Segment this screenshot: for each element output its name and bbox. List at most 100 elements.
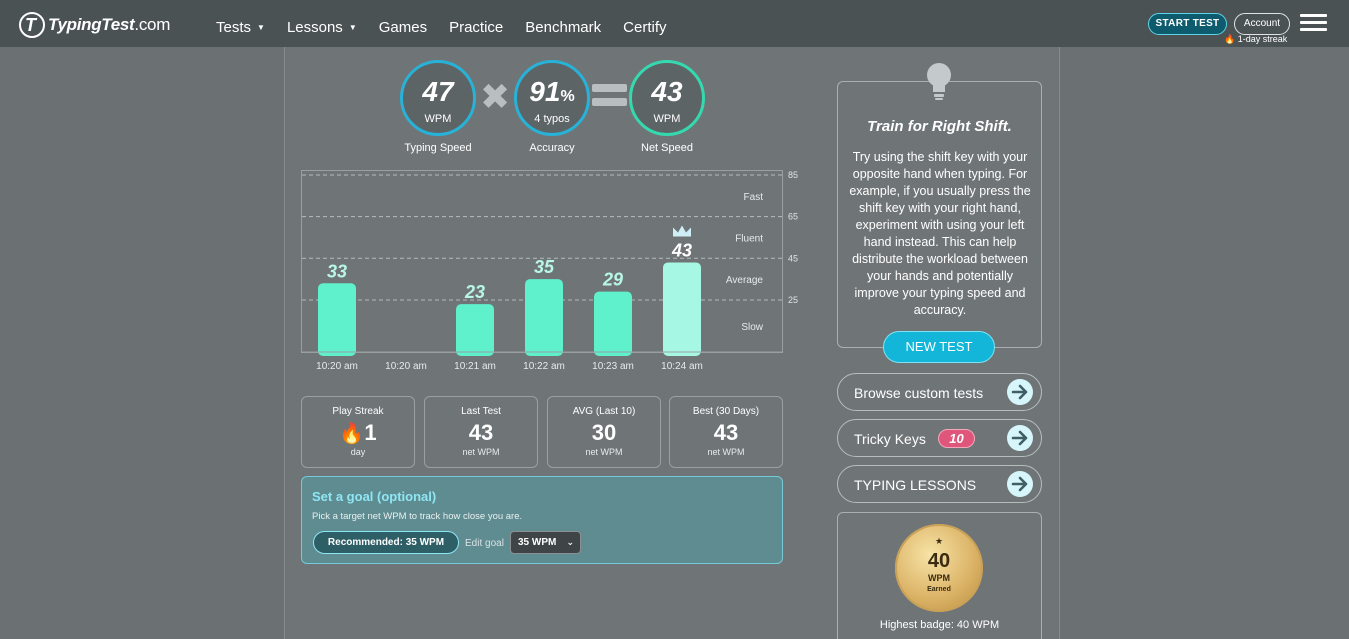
goal-box: Set a goal (optional) Pick a target net … bbox=[301, 476, 783, 564]
card-subtitle: net WPM bbox=[585, 447, 623, 457]
crown-icon bbox=[673, 225, 691, 237]
card-value: 43 bbox=[713, 420, 739, 445]
y-tick-label: 25 bbox=[788, 295, 798, 305]
card-title: AVG (Last 10) bbox=[572, 406, 636, 417]
button-label: Browse custom tests bbox=[854, 385, 984, 401]
accuracy-percent: % bbox=[560, 88, 575, 105]
tip-text: Try using the shift key with your opposi… bbox=[849, 150, 1031, 317]
top-nav-bar: T TypingTest.com Tests ▼ Lessons ▼ Games P… bbox=[0, 0, 1349, 47]
main-nav: Tests ▼ Lessons ▼ Games Practice Benchmark… bbox=[216, 19, 689, 36]
nav-certify[interactable]: Certify bbox=[623, 19, 667, 36]
card-subtitle: net WPM bbox=[462, 447, 500, 457]
typing-speed-value: 47 bbox=[422, 76, 454, 107]
badge-earned: Earned bbox=[927, 586, 951, 593]
chart-bar bbox=[318, 283, 356, 356]
nav-practice[interactable]: Practice bbox=[449, 19, 504, 36]
chart-bar bbox=[456, 304, 494, 356]
x-tick-label: 10:23 am bbox=[592, 361, 634, 372]
accuracy-circle: 91% 4 typos bbox=[514, 60, 590, 136]
bar-data-label: 29 bbox=[602, 270, 623, 290]
accuracy-label: Accuracy bbox=[529, 142, 575, 154]
card-value: 1 bbox=[364, 420, 377, 445]
typing-lessons-button[interactable]: TYPING LESSONS bbox=[837, 465, 1042, 503]
chart-bar bbox=[525, 279, 563, 356]
bar-data-label: 33 bbox=[327, 261, 347, 281]
x-tick-label: 10:24 am bbox=[661, 361, 703, 372]
star-icon: ★ bbox=[934, 536, 944, 546]
card-title: Last Test bbox=[461, 406, 501, 417]
accuracy-value: 91 bbox=[529, 76, 561, 107]
caret-down-icon: ▼ bbox=[257, 23, 265, 32]
logo-icon: T bbox=[19, 12, 45, 38]
badge-value: 40 bbox=[927, 550, 951, 572]
zone-label: Fluent bbox=[735, 233, 763, 244]
badge-unit: WPM bbox=[928, 573, 950, 583]
account-button[interactable]: Account bbox=[1234, 13, 1290, 35]
goal-select[interactable]: 35 WPM ⌄ bbox=[510, 531, 581, 554]
nav-benchmark[interactable]: Benchmark bbox=[525, 19, 602, 36]
card-value: 43 bbox=[468, 420, 494, 445]
zone-label: Average bbox=[726, 275, 764, 286]
button-label: TYPING LESSONS bbox=[854, 477, 977, 493]
site-logo[interactable]: T TypingTest.com bbox=[19, 12, 170, 38]
nav-lessons[interactable]: Lessons ▼ bbox=[286, 19, 357, 36]
badge-box bbox=[837, 512, 1042, 639]
button-label: Tricky Keys bbox=[854, 431, 926, 447]
tip-title: Train for Right Shift. bbox=[867, 118, 1012, 135]
arrow-right-icon bbox=[1007, 379, 1033, 405]
net-speed-label: Net Speed bbox=[641, 142, 693, 154]
logo-text: TypingTest bbox=[48, 15, 135, 34]
y-tick-label: 85 bbox=[788, 170, 798, 180]
recommended-goal-button[interactable]: Recommended: 35 WPM bbox=[313, 531, 459, 554]
bar-data-label: 35 bbox=[534, 257, 555, 277]
y-tick-label: 45 bbox=[788, 253, 798, 263]
goal-title: Set a goal (optional) bbox=[312, 489, 437, 504]
typing-speed-circle: 47 WPM bbox=[400, 60, 476, 136]
bar-data-label: 43 bbox=[671, 240, 692, 260]
streak-indicator: 🔥 1-day streak bbox=[1224, 34, 1288, 44]
card-value: 30 bbox=[591, 420, 617, 445]
highest-badge-caption: Highest badge: 40 WPM bbox=[879, 619, 1000, 631]
accuracy-typos: 4 typos bbox=[534, 113, 570, 125]
wpm-chart-svg: 25 45 65 85 Slow Average Fluent Fast 10:20 am 33 1… bbox=[302, 170, 798, 372]
arrow-right-icon bbox=[1007, 471, 1033, 497]
fire-icon: 🔥 bbox=[339, 423, 365, 445]
bar-data-label: 23 bbox=[464, 282, 485, 302]
caret-down-icon: ▼ bbox=[348, 23, 357, 32]
x-tick-label: 10:22 am bbox=[523, 361, 565, 372]
menu-icon[interactable] bbox=[1300, 14, 1327, 35]
card-subtitle: day bbox=[350, 447, 366, 457]
zone-label: Fast bbox=[744, 192, 764, 203]
nav-tests[interactable]: Tests ▼ bbox=[216, 19, 265, 36]
wpm-badge-medal[interactable]: ★ 40 WPM Earned bbox=[895, 524, 983, 612]
edit-goal-label: Edit goal bbox=[465, 538, 504, 549]
multiply-icon: ✖ bbox=[480, 76, 511, 117]
arrow-right-icon bbox=[1007, 425, 1033, 451]
best-30-days-card: Best (30 Days) 43 net WPM bbox=[669, 396, 783, 468]
logo-suffix: .com bbox=[134, 15, 171, 34]
fire-icon: 🔥 bbox=[1224, 34, 1236, 44]
tricky-keys-button[interactable]: Tricky Keys 10 bbox=[837, 419, 1042, 457]
equals-icon bbox=[592, 84, 627, 106]
last-test-card: Last Test 43 net WPM bbox=[424, 396, 538, 468]
x-tick-label: 10:21 am bbox=[454, 361, 496, 372]
typing-speed-unit: WPM bbox=[424, 113, 452, 125]
avg-last-10-card: AVG (Last 10) 30 net WPM bbox=[547, 396, 661, 468]
y-tick-label: 65 bbox=[788, 212, 798, 222]
x-tick-label: 10:20 am bbox=[385, 361, 427, 372]
card-title: Play Streak bbox=[332, 406, 384, 417]
browse-custom-tests-button[interactable]: Browse custom tests bbox=[837, 373, 1042, 411]
nav-games[interactable]: Games bbox=[378, 19, 428, 36]
zone-label: Slow bbox=[741, 322, 763, 333]
net-speed-value: 43 bbox=[651, 76, 683, 107]
card-title: Best (30 Days) bbox=[692, 406, 760, 417]
start-test-button[interactable]: START TEST bbox=[1148, 13, 1227, 35]
lightbulb-icon bbox=[927, 63, 951, 100]
new-test-button[interactable]: NEW TEST bbox=[883, 331, 995, 363]
tricky-keys-count-badge: 10 bbox=[938, 429, 975, 448]
x-tick-label: 10:20 am bbox=[316, 361, 358, 372]
chart-bar bbox=[663, 262, 701, 356]
typing-speed-label: Typing Speed bbox=[404, 142, 472, 154]
goal-description: Pick a target net WPM to track how close… bbox=[312, 511, 523, 522]
chart-bar bbox=[594, 291, 632, 356]
